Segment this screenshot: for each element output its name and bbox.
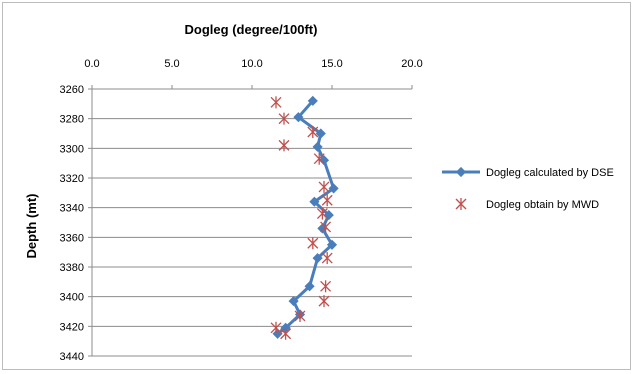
x-tick-label: 0.0 bbox=[84, 58, 99, 70]
data-point-asterisk bbox=[278, 139, 290, 152]
y-tick-label: 3300 bbox=[60, 143, 84, 155]
data-point-diamond bbox=[318, 155, 330, 166]
data-point-asterisk bbox=[321, 252, 333, 265]
data-point-asterisk bbox=[320, 280, 332, 293]
data-point-asterisk bbox=[318, 180, 330, 193]
legend-item-dse: Dogleg calculated by DSE bbox=[442, 166, 614, 179]
data-point-asterisk bbox=[270, 96, 282, 109]
data-point-asterisk bbox=[270, 321, 282, 334]
data-point-diamond bbox=[307, 95, 318, 106]
y-tick-label: 3360 bbox=[60, 232, 84, 244]
y-tick-label: 3260 bbox=[60, 84, 84, 96]
legend: Dogleg calculated by DSE Dogleg obtain by… bbox=[442, 166, 614, 211]
data-point-diamond bbox=[312, 141, 323, 152]
data-point-asterisk bbox=[316, 207, 328, 220]
legend-label-dse: Dogleg calculated by DSE bbox=[486, 167, 614, 179]
data-series bbox=[270, 95, 339, 340]
data-point-asterisk bbox=[313, 152, 325, 165]
chart-title: Dogleg (degree/100ft) bbox=[185, 22, 318, 37]
legend-diamond-marker bbox=[455, 166, 467, 178]
y-tick-label: 3340 bbox=[60, 203, 84, 215]
data-point-diamond bbox=[304, 281, 315, 292]
data-point-asterisk bbox=[320, 220, 332, 233]
data-point-diamond bbox=[328, 183, 339, 194]
y-tick-label: 3280 bbox=[60, 114, 84, 126]
data-point-diamond bbox=[293, 112, 304, 123]
data-point-asterisk bbox=[307, 237, 319, 250]
data-point-asterisk bbox=[321, 194, 333, 207]
y-tick-label: 3400 bbox=[60, 292, 84, 304]
y-tick-label: 3320 bbox=[60, 173, 84, 185]
y-axis-label: Depth (mt) bbox=[24, 194, 39, 259]
data-point-diamond bbox=[309, 196, 320, 207]
chart-frame bbox=[2, 2, 631, 370]
x-tick-label: 5.0 bbox=[164, 58, 179, 70]
legend-label-mwd: Dogleg obtain by MWD bbox=[486, 199, 599, 211]
axes bbox=[88, 85, 413, 357]
data-point-asterisk bbox=[294, 309, 306, 322]
y-tick-label: 3440 bbox=[60, 351, 84, 363]
legend-asterisk-marker bbox=[455, 198, 467, 210]
data-point-asterisk bbox=[318, 295, 330, 308]
y-tick-labels: 3260 3280 3300 3320 3340 3360 3380 3400 3420 3440 bbox=[60, 84, 84, 363]
legend-item-mwd: Dogleg obtain by MWD bbox=[455, 198, 599, 211]
gridlines bbox=[92, 88, 412, 357]
y-tick-label: 3380 bbox=[60, 262, 84, 274]
data-point-diamond bbox=[312, 253, 323, 264]
data-point-diamond bbox=[326, 239, 338, 250]
data-point-diamond bbox=[315, 128, 326, 139]
x-tick-label: 20.0 bbox=[401, 58, 422, 70]
series-1 bbox=[272, 95, 339, 339]
x-tick-labels: 0.0 5.0 10.0 15.0 20.0 bbox=[84, 58, 422, 70]
data-point-diamond bbox=[288, 296, 299, 307]
data-point-asterisk bbox=[280, 327, 292, 340]
y-tick-label: 3420 bbox=[60, 321, 84, 333]
x-tick-label: 15.0 bbox=[321, 58, 342, 70]
data-point-asterisk bbox=[307, 126, 319, 139]
series-2 bbox=[270, 96, 333, 340]
x-tick-label: 10.0 bbox=[241, 58, 262, 70]
data-point-asterisk bbox=[278, 112, 290, 125]
